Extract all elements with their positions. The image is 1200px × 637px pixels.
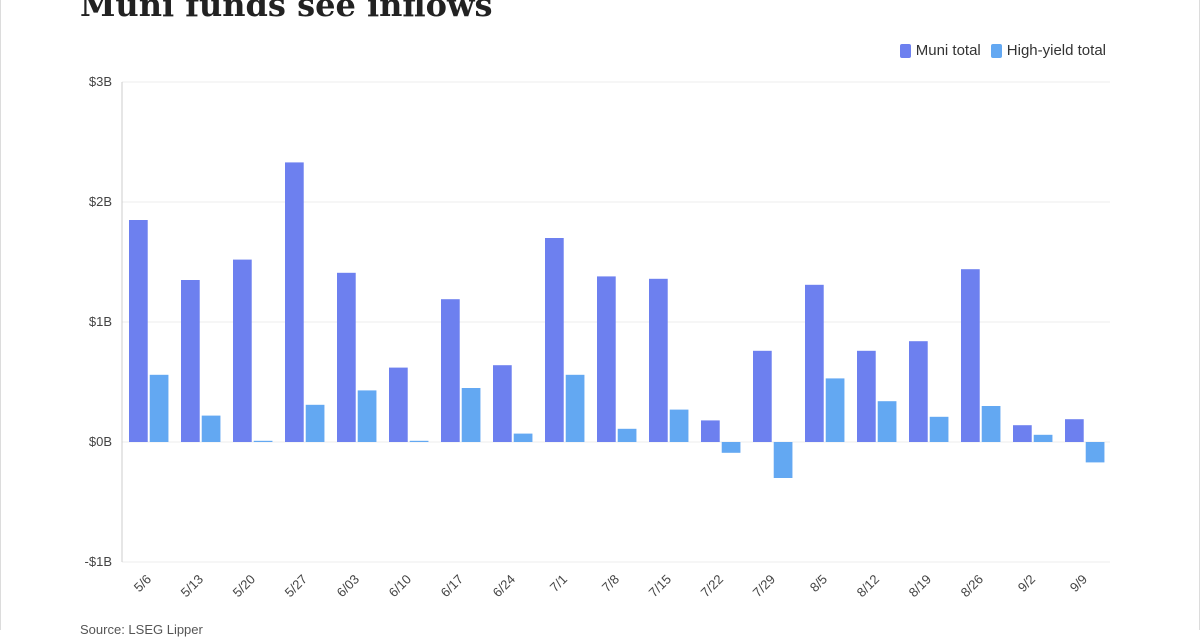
bar-high-yield-total: [721, 442, 741, 453]
legend-label-high-yield: High-yield total: [1006, 42, 1106, 59]
bar-high-yield-total: [929, 416, 949, 442]
x-tick-label: 5/13: [178, 572, 207, 601]
bar-muni-total: [181, 280, 200, 442]
legend-label-muni: Muni total: [915, 42, 981, 59]
bar-muni-total: [753, 350, 772, 442]
x-tick-label: 8/19: [906, 572, 935, 601]
bar-muni-total: [805, 284, 824, 442]
bar-high-yield-total: [201, 415, 221, 442]
bar-muni-total: [857, 350, 876, 442]
x-tick-label: 7/1: [547, 572, 570, 595]
bar-muni-total: [597, 276, 616, 442]
y-tick-label: $1B: [89, 314, 112, 329]
x-tick-label: 6/10: [386, 572, 415, 601]
x-tick-label: 8/5: [807, 572, 830, 595]
bar-high-yield-total: [1085, 442, 1105, 463]
bar-high-yield-total: [409, 440, 429, 442]
bar-high-yield-total: [825, 378, 845, 442]
x-tick-label: 6/17: [438, 572, 467, 601]
bar-muni-total: [961, 269, 980, 442]
bar-muni-total: [493, 365, 512, 442]
bar-high-yield-total: [149, 374, 169, 442]
x-tick-label: 8/26: [958, 572, 987, 601]
bar-high-yield-total: [461, 388, 481, 442]
bar-muni-total: [909, 341, 928, 442]
x-tick-label: 9/2: [1015, 572, 1038, 595]
bar-muni-total: [1013, 425, 1032, 442]
legend-item-high-yield: High-yield total: [990, 42, 1106, 59]
x-tick-label: 7/29: [750, 572, 779, 601]
y-tick-label: $0B: [89, 434, 112, 449]
y-tick-label: $2B: [89, 194, 112, 209]
x-tick-label: 6/03: [334, 572, 363, 601]
bar-muni-total: [337, 272, 356, 442]
bar-muni-total: [649, 278, 668, 442]
bar-high-yield-total: [669, 409, 689, 442]
bar-high-yield-total: [305, 404, 325, 442]
bar-muni-total: [389, 367, 408, 442]
bar-high-yield-total: [877, 401, 897, 442]
bar-muni-total: [441, 299, 460, 442]
bar-high-yield-total: [565, 374, 585, 442]
y-tick-label: -$1B: [85, 554, 112, 569]
bar-muni-total: [233, 259, 252, 442]
x-tick-label: 7/8: [599, 572, 622, 595]
bar-high-yield-total: [1033, 434, 1053, 442]
x-tick-label: 5/20: [230, 572, 259, 601]
legend-swatch-muni: [899, 43, 911, 58]
bar-high-yield-total: [253, 440, 273, 442]
bar-muni-total: [701, 420, 720, 442]
bar-high-yield-total: [773, 442, 793, 478]
bar-muni-total: [285, 162, 304, 442]
bar-high-yield-total: [617, 428, 637, 442]
x-tick-label: 5/6: [131, 572, 154, 595]
bar-high-yield-total: [357, 390, 377, 442]
x-tick-label: 7/22: [698, 572, 727, 601]
bar-muni-total: [545, 238, 564, 442]
bar-muni-total: [129, 220, 148, 442]
x-tick-label: 7/15: [646, 572, 675, 601]
x-tick-label: 5/27: [282, 572, 311, 601]
bar-muni-total: [1065, 419, 1084, 442]
legend: Muni total High-yield total: [899, 42, 1106, 59]
bar-high-yield-total: [981, 406, 1001, 442]
bar-high-yield-total: [513, 433, 533, 442]
x-tick-label: 9/9: [1067, 572, 1090, 595]
y-tick-label: $3B: [89, 74, 112, 89]
x-tick-label: 6/24: [490, 572, 519, 601]
legend-swatch-high-yield: [990, 43, 1002, 58]
chart-title: Muni funds see inflows: [80, 0, 493, 24]
legend-item-muni: Muni total: [899, 42, 981, 59]
x-tick-label: 8/12: [854, 572, 883, 601]
